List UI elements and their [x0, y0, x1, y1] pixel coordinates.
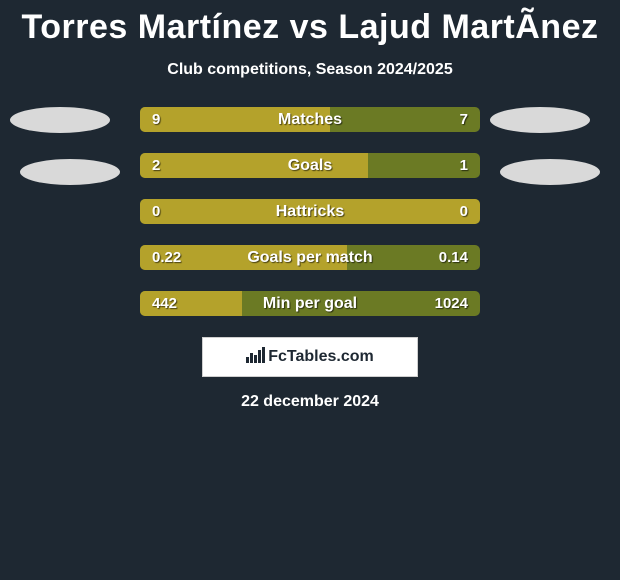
page-title: Torres Martínez vs Lajud MartÃnez: [0, 0, 620, 47]
stat-label: Matches: [140, 107, 480, 132]
subtitle: Club competitions, Season 2024/2025: [0, 61, 620, 79]
date-label: 22 december 2024: [0, 393, 620, 411]
player-ellipse: [490, 107, 590, 133]
player-ellipse: [10, 107, 110, 133]
stat-label: Hattricks: [140, 199, 480, 224]
player-ellipse: [20, 159, 120, 185]
stat-label: Min per goal: [140, 291, 480, 316]
brand-box[interactable]: FcTables.com: [202, 337, 418, 377]
brand-label: FcTables.com: [268, 348, 374, 366]
stat-label: Goals: [140, 153, 480, 178]
stat-row: 00Hattricks: [140, 199, 480, 224]
bar-chart-icon: [246, 347, 266, 368]
stat-row: 4421024Min per goal: [140, 291, 480, 316]
player-ellipse: [500, 159, 600, 185]
stat-row: 21Goals: [140, 153, 480, 178]
stat-label: Goals per match: [140, 245, 480, 270]
stat-row: 97Matches: [140, 107, 480, 132]
stat-row: 0.220.14Goals per match: [140, 245, 480, 270]
comparison-chart: 97Matches 21Goals 00Hattricks 0.220.14Goals…: [0, 107, 620, 316]
brand-box-inner: FcTables.com: [203, 338, 417, 376]
